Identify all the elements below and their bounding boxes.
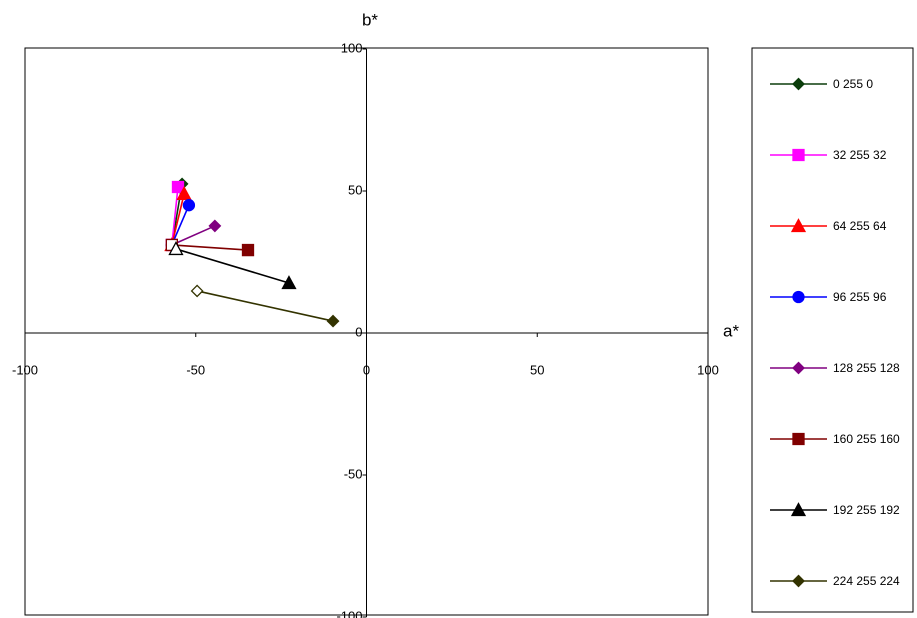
marker — [241, 243, 255, 257]
legend-marker — [790, 502, 807, 517]
series-line — [196, 290, 334, 322]
x-tick-label: -50 — [186, 362, 205, 377]
y-tick-label: -50 — [344, 466, 363, 481]
legend-marker — [790, 218, 807, 233]
legend-label: 192 255 192 — [833, 503, 900, 517]
x-tick-label: 100 — [697, 362, 719, 377]
marker — [168, 241, 184, 256]
series-line — [175, 248, 290, 284]
legend-label: 96 255 96 — [833, 290, 887, 304]
legend-marker — [792, 77, 805, 91]
y-tick-label: -100 — [336, 608, 362, 618]
legend-marker — [792, 148, 805, 162]
x-tick-label: 50 — [530, 362, 544, 377]
legend-box — [751, 47, 914, 613]
legend-label: 64 255 64 — [833, 219, 887, 233]
series-line — [171, 204, 190, 246]
x-tick-label: -100 — [12, 362, 38, 377]
series-line — [171, 193, 185, 246]
legend-label: 128 255 128 — [833, 361, 900, 375]
marker — [176, 185, 192, 200]
legend-label: 0 255 0 — [833, 77, 873, 91]
marker — [326, 314, 340, 328]
legend-marker — [792, 432, 805, 446]
series-line — [171, 225, 216, 246]
marker — [190, 284, 204, 298]
x-tick-label: 0 — [363, 362, 370, 377]
legend-label: 160 255 160 — [833, 432, 900, 446]
series-line — [171, 186, 179, 246]
y-tick-label: 0 — [355, 324, 362, 339]
series-line — [171, 244, 249, 251]
marker — [281, 275, 297, 290]
legend-marker — [792, 290, 805, 304]
x-axis-title: a* — [723, 321, 739, 340]
legend-label: 32 255 32 — [833, 148, 887, 162]
legend-marker — [792, 574, 805, 588]
legend-marker — [792, 361, 805, 375]
y-axis-title: b* — [362, 10, 378, 29]
y-tick-label: 100 — [341, 40, 363, 55]
legend-label: 224 255 224 — [833, 574, 900, 588]
y-tick-label: 50 — [348, 182, 362, 197]
marker — [182, 199, 196, 212]
marker — [208, 219, 222, 233]
